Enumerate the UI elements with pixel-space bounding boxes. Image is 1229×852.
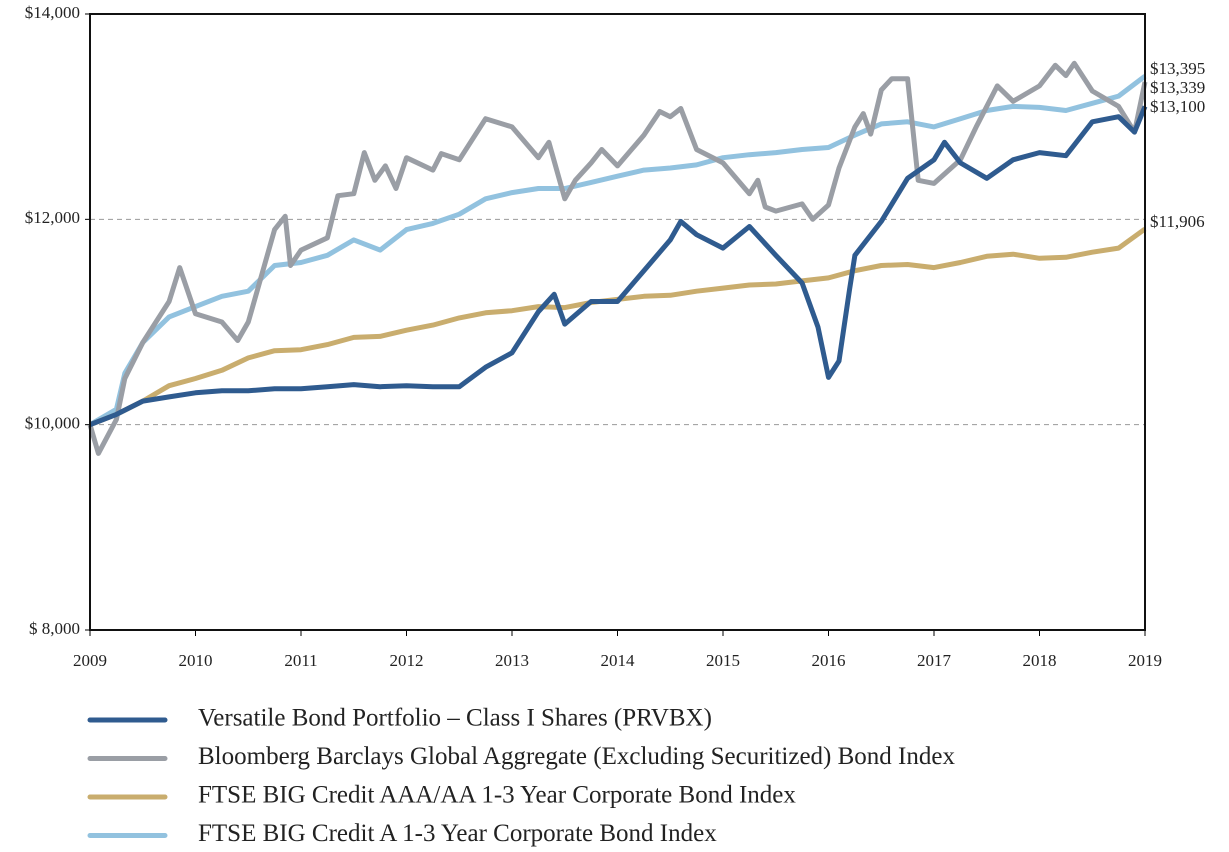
legend-label: Bloomberg Barclays Global Aggregate (Exc… xyxy=(198,743,955,770)
legend-label: FTSE BIG Credit AAA/AA 1-3 Year Corporat… xyxy=(198,782,796,809)
x-tick-label: 2015 xyxy=(706,651,740,670)
plot-frame xyxy=(89,13,1146,631)
end-label: $13,339 xyxy=(1150,78,1205,97)
x-tick-label: 2013 xyxy=(495,651,529,670)
end-label: $11,906 xyxy=(1150,212,1205,231)
legend-label: FTSE BIG Credit A 1-3 Year Corporate Bon… xyxy=(198,820,717,847)
x-tick-label: 2012 xyxy=(390,651,424,670)
x-tick-label: 2018 xyxy=(1023,651,1057,670)
x-tick-label: 2016 xyxy=(812,651,846,670)
series-line xyxy=(89,105,1148,428)
x-tick-label: 2019 xyxy=(1128,651,1162,670)
y-tick-label: $12,000 xyxy=(25,208,80,227)
y-tick-label: $ 8,000 xyxy=(29,619,80,638)
x-tick-label: 2017 xyxy=(917,651,952,670)
legend-label: Versatile Bond Portfolio – Class I Share… xyxy=(198,705,712,732)
series-line xyxy=(88,74,1147,427)
x-tick-label: 2009 xyxy=(73,651,107,670)
y-tick-label: $10,000 xyxy=(25,414,80,433)
end-label: $13,395 xyxy=(1150,59,1205,78)
x-tick-label: 2014 xyxy=(601,651,636,670)
x-tick-label: 2011 xyxy=(284,651,317,670)
end-label: $13,100 xyxy=(1150,97,1205,116)
y-tick-label: $14,000 xyxy=(25,3,80,22)
series-line xyxy=(87,60,1148,456)
x-tick-label: 2010 xyxy=(179,651,213,670)
